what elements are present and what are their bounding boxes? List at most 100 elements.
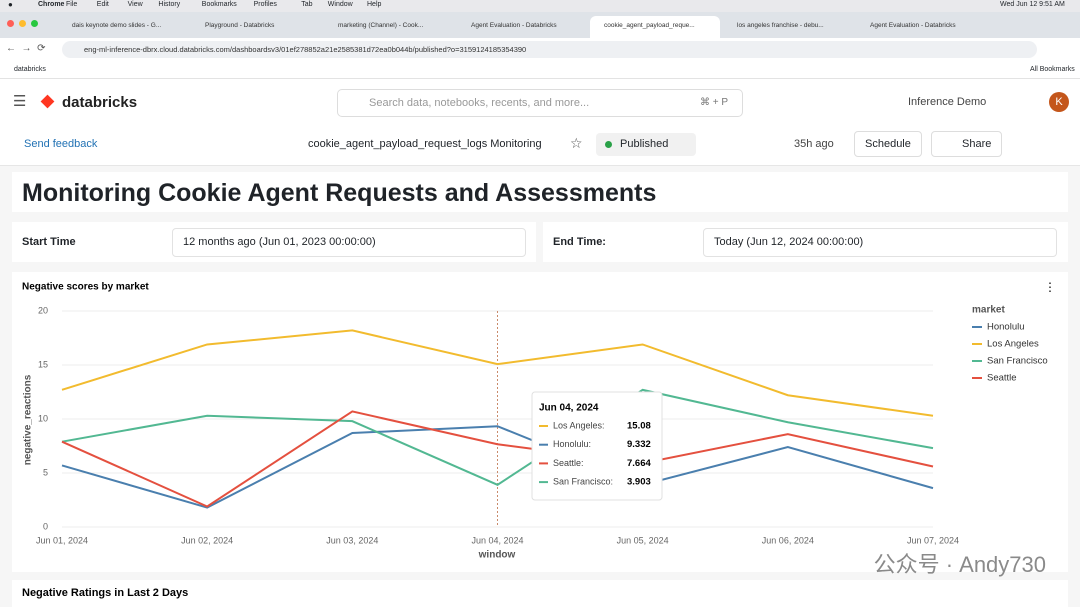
x-tick-label: Jun 05, 2024 [617, 535, 669, 545]
menu-item[interactable]: Profiles [253, 1, 277, 8]
tab-title: Playground - Databricks [205, 22, 275, 29]
series-line [61, 388, 934, 486]
tab-title: marketing (Channel) - Cook... [338, 22, 424, 29]
y-tick-label: 10 [38, 413, 48, 423]
address-bar[interactable]: eng-ml-inference-dbrx.cloud.databricks.c… [62, 41, 1037, 58]
search-box[interactable]: Search data, notebooks, recents, and mor… [337, 89, 743, 117]
tooltip-value: 3.903 [627, 477, 651, 488]
tab[interactable]: los angeles franchise - debu... [723, 16, 853, 38]
y-tick-label: 5 [43, 467, 48, 477]
next-card [12, 580, 1068, 607]
x-tick-label: Jun 07, 2024 [907, 535, 959, 545]
tab[interactable]: marketing (Channel) - Cook... [324, 16, 454, 38]
send-feedback[interactable]: Send feedback [24, 138, 98, 150]
shortcut: ⌘ + P [700, 97, 729, 108]
watermark: 公众号 · Andy730 [874, 552, 1046, 577]
y-axis-label: negative_reactions [23, 374, 34, 465]
tooltip-value: 15.08 [627, 421, 651, 432]
y-tick-label: 0 [43, 521, 48, 531]
x-axis-label: window [478, 550, 516, 561]
address-bar-row: ← → ⟳ eng-ml-inference-dbrx.cloud.databr… [0, 38, 1080, 62]
dashboard-title: Monitoring Cookie Agent Requests and Ass… [22, 179, 657, 207]
brand: databricks [62, 94, 138, 111]
all-bookmarks[interactable]: All Bookmarks [1030, 66, 1075, 73]
menubar: Wed Jun 12 9:51 AM ● Chrome File Edit View Hi… [0, 0, 1080, 12]
share-button[interactable]: Share [931, 131, 1003, 157]
filter-input[interactable]: 12 months ago (Jun 01, 2023 00:00:00) [172, 228, 526, 257]
tab-strip: dais keynote demo slides - G... Playgroun… [0, 12, 1080, 38]
favorite[interactable]: ☆ [570, 135, 583, 151]
app-menu[interactable]: Chrome [38, 1, 65, 8]
x-tick-label: Jun 01, 2024 [36, 535, 88, 545]
x-tick-label: Jun 02, 2024 [181, 535, 233, 545]
chart-menu[interactable]: ⋮ [1044, 280, 1056, 294]
dashboard-toolbar: Send feedback cookie_agent_payload_reque… [0, 125, 1080, 166]
legend-title: market [972, 305, 1005, 316]
legend-label[interactable]: Seattle [987, 373, 1017, 384]
tab-title: dais keynote demo slides - G... [72, 22, 162, 29]
status-button[interactable]: Published [596, 133, 696, 156]
refreshed[interactable]: 35h ago [794, 138, 834, 150]
y-tick-label: 15 [38, 359, 48, 369]
bookmark[interactable]: databricks [14, 66, 46, 73]
maximize-window[interactable] [31, 20, 38, 27]
tooltip-value: 7.664 [627, 458, 651, 469]
nav-buttons[interactable]: ← → ⟳ [6, 43, 46, 54]
minimize-window[interactable] [19, 20, 26, 27]
tab[interactable]: dais keynote demo slides - G... [58, 16, 188, 38]
status: Published [620, 138, 669, 150]
tab-title: Agent Evaluation - Databricks [870, 22, 956, 29]
filter-label: Start Time [22, 236, 76, 248]
menu-item[interactable]: Help [367, 1, 382, 8]
x-tick-label: Jun 03, 2024 [326, 535, 378, 545]
series-line [61, 410, 934, 508]
status-dot [605, 141, 612, 148]
x-tick-label: Jun 04, 2024 [471, 535, 523, 545]
dashboard-name: cookie_agent_payload_request_logs Monito… [308, 138, 542, 150]
tooltip-value: 9.332 [627, 439, 651, 450]
bookmarks-bar: databricks All Bookmarks [0, 62, 1080, 79]
menu-item[interactable]: Bookmarks [201, 1, 237, 8]
tab[interactable]: Agent Evaluation - Databricks [457, 16, 587, 38]
tab-title: cookie_agent_payload_reque... [604, 22, 695, 29]
app-header: ☰ databricks Search data, notebooks, rec… [0, 79, 1080, 125]
filter-label: End Time: [553, 236, 606, 248]
title-card: Monitoring Cookie Agent Requests and Ass… [12, 172, 1068, 212]
y-tick-label: 20 [38, 305, 48, 315]
tooltip [531, 391, 663, 501]
menu-item[interactable]: Window [327, 1, 353, 8]
apple-menu[interactable]: ● [8, 0, 13, 9]
close-window[interactable] [7, 20, 14, 27]
menu-item[interactable]: File [66, 1, 78, 8]
search-placeholder: Search data, notebooks, recents, and mor… [369, 97, 590, 109]
filter-card: Start Time 12 months ago (Jun 01, 2023 0… [12, 222, 536, 262]
menu-icon[interactable]: ☰ [13, 93, 27, 110]
tooltip-label: Los Angeles: [553, 420, 605, 430]
tooltip-label: Seattle: [553, 458, 584, 468]
url: eng-ml-inference-dbrx.cloud.databricks.c… [84, 45, 527, 54]
menu-item[interactable]: Edit [96, 1, 109, 8]
schedule-button[interactable]: Schedule [854, 131, 922, 157]
legend-label[interactable]: San Francisco [987, 356, 1048, 367]
menu-item[interactable]: View [127, 1, 143, 8]
menu-item[interactable]: History [158, 1, 181, 8]
menu-item[interactable]: Tab [301, 1, 313, 8]
tab[interactable]: cookie_agent_payload_reque... [590, 16, 720, 38]
tab[interactable]: Playground - Databricks [191, 16, 321, 38]
avatar[interactable]: K [1049, 92, 1069, 112]
legend-label[interactable]: Honolulu [987, 322, 1025, 333]
chart-title: Negative scores by market [22, 282, 149, 293]
tab[interactable]: Agent Evaluation - Databricks [856, 16, 986, 38]
x-tick-label: Jun 06, 2024 [762, 535, 814, 545]
tooltip-title: Jun 04, 2024 [539, 403, 599, 414]
filter-input[interactable]: Today (Jun 12, 2024 00:00:00) [703, 228, 1057, 257]
series-line [61, 329, 934, 417]
tab-title: Agent Evaluation - Databricks [471, 22, 557, 29]
legend-label[interactable]: Los Angeles [987, 339, 1039, 350]
workspace[interactable]: Inference Demo [908, 96, 987, 108]
filter-card: End Time: Today (Jun 12, 2024 00:00:00) [543, 222, 1068, 262]
filter-value: 12 months ago (Jun 01, 2023 00:00:00) [183, 236, 376, 248]
clock: Wed Jun 12 9:51 AM [1000, 1, 1065, 8]
